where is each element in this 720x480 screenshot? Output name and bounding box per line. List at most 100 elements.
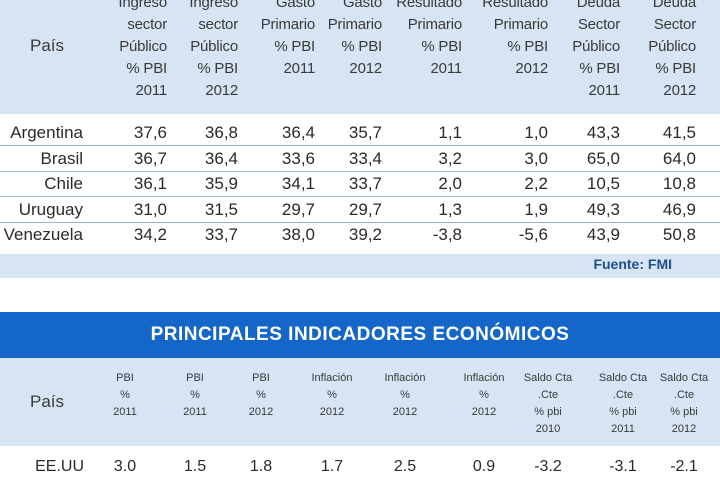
country-name: Chile [44, 174, 83, 193]
header-line: Sector [653, 16, 696, 33]
fiscal-column-header: Deuda Sector Público % PBI 2011 [540, 0, 620, 102]
table-cell: 1,9 [524, 199, 548, 219]
header-line: Deuda [576, 0, 620, 11]
table-row: Chile 36,1 35,9 34,1 33,7 2,0 2,2 10,5 10,8 [0, 171, 720, 197]
table-row: Brasil 36,7 36,4 33,6 33,4 3,2 3,0 65,0 64,0 [0, 146, 720, 172]
header-line: 2012 [319, 406, 345, 418]
header-line: .Cte [673, 389, 695, 401]
header-line: Deuda [652, 0, 696, 11]
header-line: 2012 [471, 406, 497, 418]
table-row: Venezuela 34,2 33,7 38,0 39,2 -3,8 -5,6 43,9 50,… [0, 222, 720, 247]
pais-column-header: País [30, 392, 65, 411]
header-line: % [256, 389, 266, 401]
country-name: Venezuela [3, 225, 83, 244]
header-line: 2012 [663, 82, 696, 99]
indicator-column-header: Saldo Cta .Cte % pbi 2012 [650, 370, 718, 438]
header-line: % [190, 389, 200, 401]
indicators-table-header: País PBI% 2011 PBI% 2011 PBI% 2012 Inflación% 2… [0, 358, 720, 446]
fiscal-column-header: Ingreso sector Público % PBI 2011 [87, 0, 167, 102]
indicator-column-header: Saldo Cta .Cte % pbi 2011 [589, 370, 657, 438]
header-line: Público [190, 38, 238, 55]
header-line: % PBI [197, 60, 238, 77]
source-bar: Fuente: FMI [0, 254, 720, 278]
table-cell: 33,7 [348, 174, 382, 193]
table-row: Argentina 37,6 36,8 36,4 35,7 1,1 1,0 43,3 41,5 [0, 120, 720, 146]
header-line: % PBI [341, 38, 382, 55]
table-cell: 39,2 [348, 225, 382, 244]
indicator-column-header: PBI% 2012 [227, 370, 295, 421]
table-cell: 1,1 [438, 123, 462, 142]
country-name: Uruguay [18, 199, 83, 219]
table-cell: 36,1 [133, 174, 167, 193]
header-line: Inflación [384, 372, 426, 384]
table-cell: 34,1 [281, 174, 315, 193]
table-cell: -2.1 [670, 458, 698, 475]
header-line: Saldo Cta [659, 372, 709, 384]
header-line: % [327, 389, 337, 401]
table-cell: 65,0 [586, 148, 620, 168]
table-cell: 1.5 [183, 458, 207, 475]
header-line: % PBI [421, 38, 462, 55]
table-cell: 64,0 [662, 148, 696, 168]
fiscal-table-header: País Ingreso sector Público% PBI 2011 Ingres… [0, 0, 720, 114]
indicator-column-header: Inflación% 2012 [371, 370, 439, 421]
header-line: % PBI [507, 38, 548, 55]
indicator-column-header: PBI% 2011 [91, 370, 159, 421]
header-line: Sector [577, 16, 620, 33]
header-line: % [120, 389, 130, 401]
indicators-title: PRINCIPALES INDICADORES ECONÓMICOS [0, 312, 720, 358]
fiscal-column-header: Resultado Primario % PBI 2012 [468, 0, 548, 80]
fiscal-column-header: Gasto Primario % PBI 2011 [235, 0, 315, 80]
table-cell: 31,0 [133, 199, 167, 219]
header-line: sector [198, 16, 238, 33]
indicator-column-header: Saldo Cta .Cte % pbi 2010 [514, 370, 582, 438]
header-line: 2011 [588, 82, 621, 99]
header-line: Público [119, 38, 167, 55]
table-cell: 33,4 [348, 148, 382, 168]
country-name: Argentina [10, 123, 83, 142]
indicator-column-header: Inflación% 2012 [450, 370, 518, 421]
table-row: EE.UU 3.0 1.5 1.8 1.7 2.5 0.9 -3.2 -3.1 -2.1 [0, 452, 720, 480]
header-line: Resultado [396, 0, 462, 11]
country-name: EE.UU [35, 458, 84, 475]
table-cell: 1.8 [249, 458, 273, 475]
table-cell: 3,0 [524, 148, 548, 168]
header-line: Saldo Cta [598, 372, 648, 384]
header-line: PBI [116, 372, 134, 384]
table-cell: 36,7 [133, 148, 167, 168]
header-line: 2011 [430, 60, 463, 77]
table-cell: 33,6 [281, 148, 315, 168]
header-line: 2012 [205, 82, 238, 99]
header-line: Primario [327, 16, 382, 33]
indicator-column-header: Inflación% 2012 [298, 370, 366, 421]
table-cell: 36,8 [204, 123, 238, 142]
header-line: sector [127, 16, 167, 33]
table-cell: 33,7 [204, 225, 238, 244]
header-line: Inflación [311, 372, 353, 384]
header-line: % [479, 389, 489, 401]
header-line: % PBI [655, 60, 696, 77]
pais-column-header: País [30, 36, 65, 55]
header-line: % pbi [670, 406, 698, 418]
table-cell: 3.0 [113, 458, 137, 475]
table-cell: 38,0 [281, 225, 315, 244]
table-cell: 50,8 [662, 225, 696, 244]
header-line: Primario [407, 16, 462, 33]
table-cell: 2,0 [438, 174, 462, 193]
header-line: 2012 [515, 60, 548, 77]
country-name: Brasil [40, 148, 83, 168]
indicator-column-header: PBI% 2011 [161, 370, 229, 421]
table-cell: 37,6 [133, 123, 167, 142]
header-line: 2010 [535, 423, 561, 435]
table-cell: 46,9 [662, 199, 696, 219]
header-line: 2011 [113, 406, 137, 418]
header-line: 2012 [392, 406, 418, 418]
table-cell: 41,5 [662, 123, 696, 142]
source-note: Fuente: FMI [593, 256, 672, 272]
table-cell: 2.5 [393, 458, 417, 475]
header-line: Gasto [342, 0, 382, 11]
header-line: % pbi [534, 406, 562, 418]
table-cell: 0.9 [472, 458, 496, 475]
table-cell: 34,2 [133, 225, 167, 244]
header-line: 2011 [611, 423, 635, 435]
